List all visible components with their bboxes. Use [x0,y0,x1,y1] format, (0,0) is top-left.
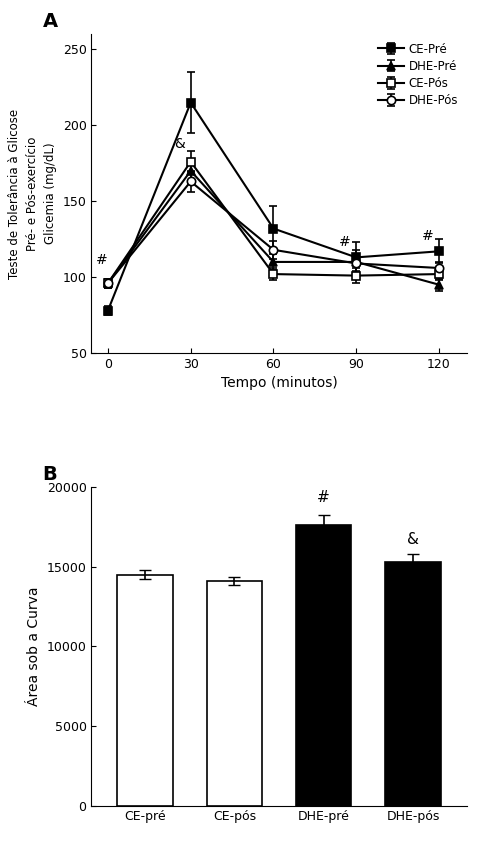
Text: &: & [174,136,185,151]
Text: B: B [43,464,57,483]
Bar [295,525,350,806]
Y-axis label: Teste de Tolerância à Glicose
Pré- e Pós-exercício
Glicemia (mg/dL): Teste de Tolerância à Glicose Pré- e Pós… [8,109,57,279]
Text: &: & [406,531,418,547]
X-axis label: Tempo (minutos): Tempo (minutos) [220,376,336,391]
Text: #: # [96,254,108,267]
Text: #: # [317,490,329,505]
Text: A: A [43,12,58,31]
Text: #: # [338,235,350,249]
Legend: CE-Pré, DHE-Pré, CE-Pós, DHE-Pós: CE-Pré, DHE-Pré, CE-Pós, DHE-Pós [375,40,460,110]
Bar [206,581,262,806]
Y-axis label: Área sob a Curva: Área sob a Curva [27,586,41,706]
Bar [384,561,440,806]
Bar [117,574,172,806]
Text: #: # [421,229,432,243]
